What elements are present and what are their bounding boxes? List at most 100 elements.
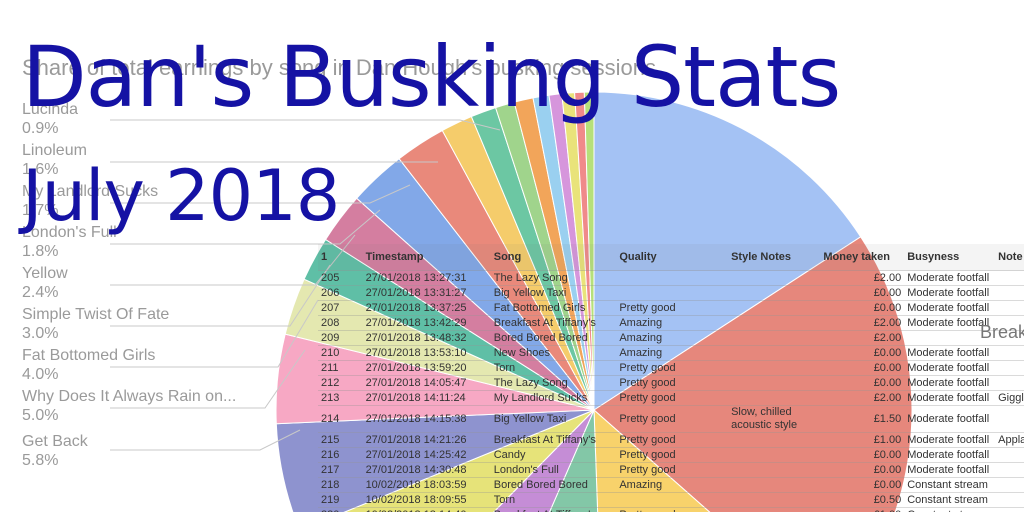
table-cell: 27/01/2018 13:27:31 xyxy=(362,270,491,286)
table-cell: Pretty good xyxy=(616,462,729,478)
table-cell: £2.00 xyxy=(820,315,905,331)
table-row: 218 10/02/2018 18:03:59 Bored Bored Bored A… xyxy=(318,477,1024,493)
table-cell xyxy=(616,492,729,508)
table-cell: 27/01/2018 13:37:25 xyxy=(362,300,491,316)
table-cell: 10/02/2018 18:09:55 xyxy=(362,492,491,508)
table-row: 212 27/01/2018 14:05:47 The Lazy Song Prett… xyxy=(318,375,1024,391)
table-cell xyxy=(904,330,996,346)
table-cell: 219 xyxy=(318,492,363,508)
legend-item: London's Full 1.8% xyxy=(22,223,117,261)
legend-item: Fat Bottomed Girls 4.0% xyxy=(22,346,155,384)
table-cell: £1.50 xyxy=(820,405,905,433)
table-cell xyxy=(995,405,1024,433)
table-cell: Bored Bored Bored xyxy=(490,330,617,346)
legend-item-label: Linoleum xyxy=(22,142,87,159)
table-cell: 215 xyxy=(318,432,363,448)
table-cell xyxy=(728,507,821,512)
legend-item: Yellow 2.4% xyxy=(22,264,68,302)
banner-subtitle: July 2018 xyxy=(22,155,340,237)
table-cell: Moderate footfall xyxy=(904,432,996,448)
table-row: 206 27/01/2018 13:31:27 Big Yellow Taxi £0.… xyxy=(318,285,1024,301)
table-cell: £2.00 xyxy=(820,270,905,286)
column-header: Timestamp xyxy=(362,244,491,271)
table-cell: Pretty good xyxy=(616,300,729,316)
legend-item-label: Simple Twist Of Fate xyxy=(22,306,170,323)
table-cell: £0.50 xyxy=(820,492,905,508)
table-cell: 207 xyxy=(318,300,363,316)
table-cell xyxy=(728,477,821,493)
table-cell xyxy=(995,507,1024,512)
slice-label-breakfast: Break xyxy=(980,322,1024,342)
table-cell: The Lazy Song xyxy=(490,270,617,286)
table-cell: Pretty good xyxy=(616,405,729,433)
legend-item-percent: 4.0% xyxy=(22,366,59,383)
table-cell xyxy=(728,432,821,448)
table-cell: 216 xyxy=(318,447,363,463)
table-cell: Appla xyxy=(995,432,1024,448)
table-cell xyxy=(995,375,1024,391)
legend-item-label: Lucinda xyxy=(22,101,79,118)
table-cell: 10/02/2018 18:14:40 xyxy=(362,507,491,512)
table-cell: £0.00 xyxy=(820,285,905,301)
table-cell: Big Yellow Taxi xyxy=(490,285,617,301)
table-cell: £0.00 xyxy=(820,345,905,361)
legend-item-percent: 5.0% xyxy=(22,407,59,424)
table-cell: Moderate footfall xyxy=(904,390,996,406)
table-cell xyxy=(616,285,729,301)
table-row: 219 10/02/2018 18:09:55 Torn £0.50 Constant … xyxy=(318,492,1024,508)
table-row: 213 27/01/2018 14:11:24 My Landlord Sucks P… xyxy=(318,390,1024,406)
table-cell: 214 xyxy=(318,405,363,433)
spreadsheet-body: 205 27/01/2018 13:27:31 The Lazy Song £2.00… xyxy=(318,270,1024,512)
table-cell: 27/01/2018 14:21:26 xyxy=(362,432,491,448)
table-cell: 220 xyxy=(318,507,363,512)
legend-leader-line xyxy=(110,184,411,204)
legend-item: Linoleum 1.6% xyxy=(22,141,87,179)
legend-leader-line xyxy=(110,299,319,368)
table-cell: Pretty good xyxy=(616,432,729,448)
table-cell xyxy=(728,447,821,463)
table-row: 208 27/01/2018 13:42:29 Breakfast At Tiffa… xyxy=(318,315,1024,331)
table-cell xyxy=(995,492,1024,508)
legend-item-percent: 1.7% xyxy=(22,202,59,219)
table-cell: 218 xyxy=(318,477,363,493)
table-cell xyxy=(995,315,1024,331)
table-cell: Giggl xyxy=(995,390,1024,406)
table-cell xyxy=(995,477,1024,493)
table-cell: 205 xyxy=(318,270,363,286)
table-cell: £0.00 xyxy=(820,300,905,316)
table-cell: Pretty good xyxy=(616,507,729,512)
legend-item: Lucinda 0.9% xyxy=(22,100,78,138)
table-cell: Candy xyxy=(490,447,617,463)
table-cell: Moderate footfall xyxy=(904,375,996,391)
legend-item-label: My Landlord Sucks xyxy=(22,183,159,200)
legend-item-label: Get Back xyxy=(22,433,88,450)
table-cell xyxy=(995,270,1024,286)
table-cell xyxy=(728,492,821,508)
table-row: 22010/02/2018 18:14:40Breakfast At Tiffa… xyxy=(318,507,1024,512)
legend-item: Simple Twist Of Fate 3.0% xyxy=(22,305,169,343)
table-cell: £0.00 xyxy=(820,477,905,493)
table-cell: Fat Bottomed Girls xyxy=(490,300,617,316)
legend-item-label: Why Does It Always Rain on... xyxy=(22,388,237,405)
table-cell: 27/01/2018 14:30:48 xyxy=(362,462,491,478)
table-cell: 206 xyxy=(318,285,363,301)
table-cell: 213 xyxy=(318,390,363,406)
table-cell: Amazing xyxy=(616,345,729,361)
table-cell xyxy=(616,270,729,286)
table-cell xyxy=(728,360,821,376)
banner-title: Dan's Busking Stats xyxy=(22,28,841,126)
table-cell: 27/01/2018 14:11:24 xyxy=(362,390,491,406)
table-cell: £0.00 xyxy=(820,447,905,463)
table-cell: Constant stream xyxy=(904,507,996,512)
table-cell: 208 xyxy=(318,315,363,331)
table-cell: £0.00 xyxy=(820,375,905,391)
table-cell: Breakfast At Tiffany's xyxy=(490,315,617,331)
table-cell: Pretty good xyxy=(616,447,729,463)
table-cell: Constant stream xyxy=(904,477,996,493)
table-cell: Amazing xyxy=(616,315,729,331)
table-cell xyxy=(728,285,821,301)
table-cell: Moderate footfall xyxy=(904,285,996,301)
table-cell: 212 xyxy=(318,375,363,391)
table-cell: 27/01/2018 14:05:47 xyxy=(362,375,491,391)
